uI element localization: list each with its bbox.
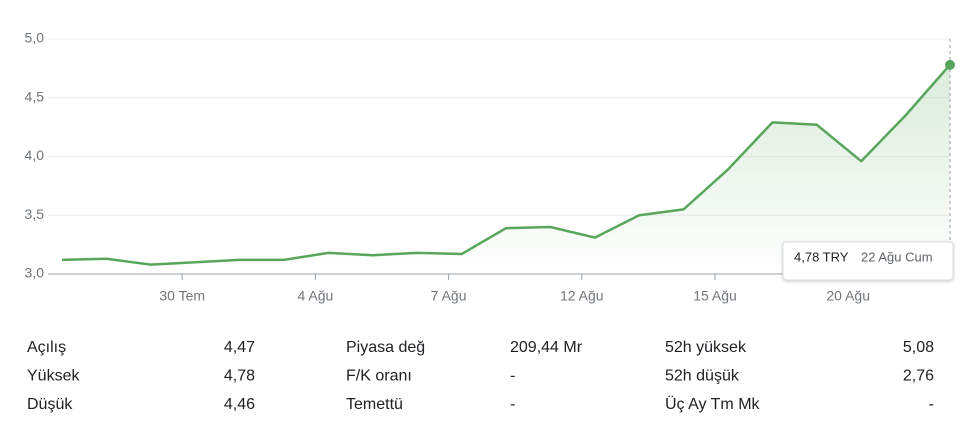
stat-value: 4,78 — [224, 368, 255, 385]
stat-label: 52h yüksek — [665, 339, 747, 356]
stat-label: Piyasa değ — [346, 339, 425, 356]
stat-label: F/K oranı — [346, 368, 412, 385]
stat-value: - — [510, 396, 515, 413]
y-tick-label: 5,0 — [25, 30, 45, 46]
tooltip-value: 4,78 TRY — [794, 249, 849, 264]
stat-label: Temettü — [346, 396, 403, 413]
stat-value: - — [510, 368, 515, 385]
stat-value: 2,76 — [903, 368, 934, 385]
x-tick-label: 15 Ağu — [693, 288, 737, 304]
stat-label: 52h düşük — [665, 368, 740, 385]
y-tick-label: 4,0 — [25, 147, 45, 163]
tooltip: 4,78 TRY 22 Ağu Cum — [782, 241, 954, 281]
stat-value: 5,08 — [903, 339, 934, 356]
stat-value: - — [929, 396, 934, 413]
hover-dot — [945, 59, 955, 70]
stats-table: Açılış 4,47 Piyasa değ 209,44 Mr 52h yüksek 5… — [27, 339, 934, 413]
x-tick-label: 12 Ağu — [560, 288, 604, 304]
stat-label: Yüksek — [27, 368, 80, 385]
stat-label: Düşük — [27, 396, 73, 413]
stat-label: Açılış — [27, 339, 66, 356]
x-tick-label: 20 Ağu — [826, 288, 870, 304]
tooltip-date: 22 Ağu Cum — [861, 249, 933, 264]
stat-value: 4,46 — [224, 396, 255, 413]
stat-value: 4,47 — [224, 339, 255, 356]
x-tick-label: 30 Tem — [159, 288, 205, 304]
plot — [61, 39, 955, 274]
area — [62, 64, 950, 274]
y-tick-label: 3,0 — [25, 265, 45, 281]
y-tick-label: 3,5 — [25, 206, 45, 222]
x-tick-label: 7 Ağu — [431, 288, 467, 304]
y-tick-label: 4,5 — [25, 88, 45, 104]
stat-value: 209,44 Mr — [510, 339, 583, 356]
x-tick-label: 4 Ağu — [297, 288, 333, 304]
price-line — [61, 64, 951, 266]
tooltip-box — [782, 241, 954, 281]
stat-label: Üç Ay Tm Mk — [665, 395, 761, 413]
